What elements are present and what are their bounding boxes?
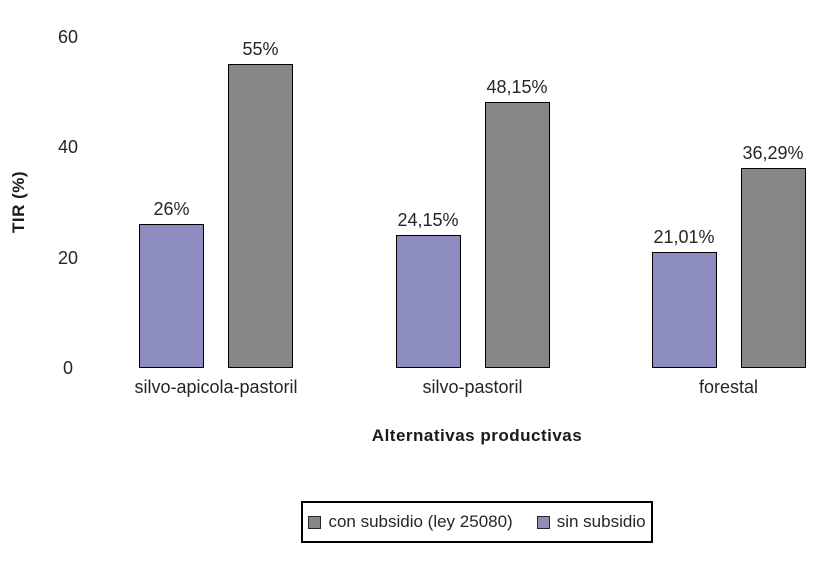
y-tick-label: 40 xyxy=(57,137,79,158)
bar-con-subsidio-ley-25080--1 xyxy=(484,102,550,368)
bar-value-label: 21,01% xyxy=(653,227,715,247)
legend-swatch-sin-subsidio-icon xyxy=(536,515,550,529)
y-axis-title: TIR (%) xyxy=(9,170,28,234)
bar-sin-subsidio-0 xyxy=(139,224,204,368)
legend-label-sin-subsidio: sin subsidio xyxy=(556,512,646,531)
category-label: silvo-pastoril xyxy=(422,377,523,397)
category-label: forestal xyxy=(698,377,759,397)
legend-swatch-con-subsidio-icon xyxy=(308,515,322,529)
legend-item-con-subsidio: con subsidio (ley 25080) xyxy=(308,512,513,532)
bar-con-subsidio-ley-25080--0 xyxy=(228,64,293,368)
category-label: silvo-apicola-pastoril xyxy=(134,377,298,397)
legend: con subsidio (ley 25080) sin subsidio xyxy=(301,501,653,543)
y-tick-label: 0 xyxy=(62,358,73,378)
bar-value-label: 55% xyxy=(242,39,279,59)
y-tick-label: 60 xyxy=(57,26,79,47)
legend-label-con-subsidio: con subsidio (ley 25080) xyxy=(328,512,513,531)
bar-value-label: 36,29% xyxy=(742,143,804,163)
bar-value-label: 48,15% xyxy=(486,77,548,97)
bar-value-label: 26% xyxy=(153,199,190,219)
y-tick-label: 20 xyxy=(57,247,79,268)
bar-value-label: 24,15% xyxy=(397,210,459,230)
bar-sin-subsidio-1 xyxy=(395,235,461,368)
bar-con-subsidio-ley-25080--2 xyxy=(740,168,806,368)
legend-item-sin-subsidio: sin subsidio xyxy=(536,512,646,532)
x-axis-title: Alternativas productivas xyxy=(371,426,583,445)
bar-sin-subsidio-2 xyxy=(651,252,717,368)
